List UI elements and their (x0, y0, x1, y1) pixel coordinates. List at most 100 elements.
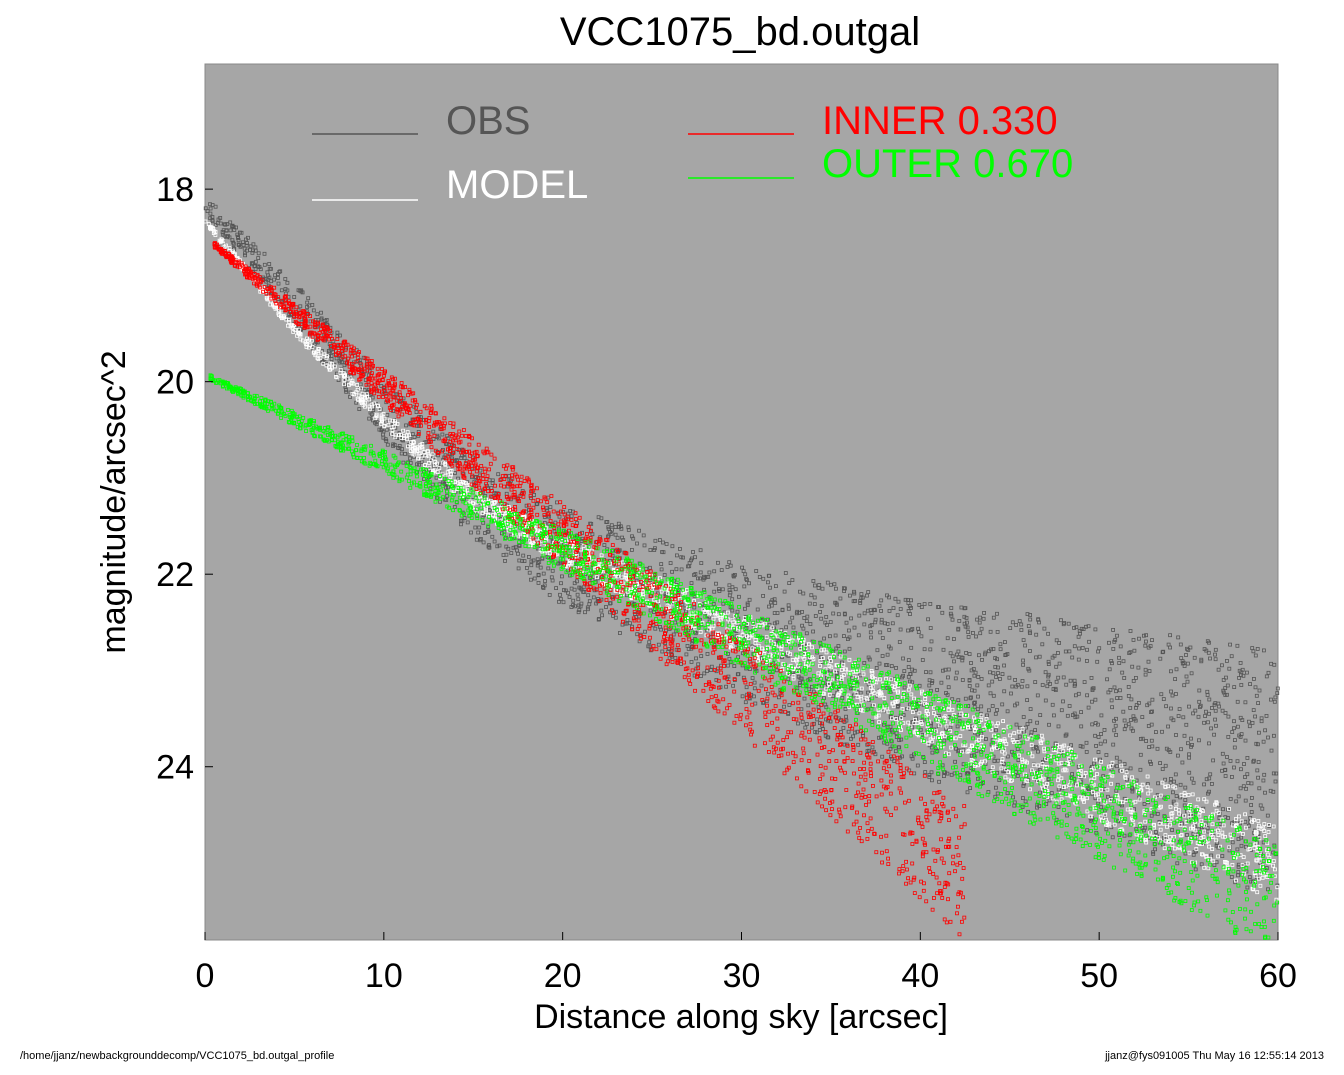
obs-point (602, 543, 607, 547)
obs-point (828, 634, 832, 639)
obs-point (1168, 780, 1173, 785)
obs-point (948, 725, 953, 730)
obs-point (893, 596, 898, 601)
obs-point (766, 580, 770, 585)
obs-point (1115, 764, 1119, 769)
obs-point (1251, 649, 1256, 654)
obs-point (664, 542, 669, 546)
obs-point (606, 525, 611, 530)
obs-point (903, 597, 908, 602)
obs-point (1007, 675, 1012, 680)
obs-point (1275, 691, 1280, 695)
obs-point (478, 468, 483, 473)
obs-point (283, 287, 288, 292)
obs-point (617, 556, 622, 561)
obs-point (811, 629, 815, 634)
obs-point (1191, 711, 1195, 716)
obs-point (1236, 870, 1241, 874)
obs-point (922, 602, 927, 606)
obs-point (1230, 775, 1234, 779)
obs-point (648, 565, 652, 570)
obs-point (743, 700, 748, 705)
obs-point (782, 589, 787, 594)
obs-point (1005, 791, 1010, 796)
obs-point (1015, 701, 1020, 706)
obs-point (509, 551, 514, 555)
obs-point (1205, 639, 1210, 644)
obs-point (982, 611, 986, 615)
obs-point (1026, 666, 1031, 671)
obs-point (1187, 770, 1192, 775)
obs-point (815, 717, 820, 722)
obs-point (231, 240, 236, 245)
obs-point (1038, 790, 1042, 795)
obs-point (344, 389, 349, 394)
obs-point (880, 636, 885, 640)
obs-point (1035, 693, 1040, 698)
obs-point (385, 442, 390, 447)
obs-point (1080, 646, 1085, 650)
obs-point (444, 485, 449, 490)
obs-point (1264, 714, 1269, 718)
obs-point (813, 583, 817, 588)
obs-point (1021, 658, 1025, 663)
obs-point (1171, 801, 1176, 806)
obs-point (1026, 624, 1031, 628)
obs-point (487, 543, 491, 547)
obs-point (1245, 885, 1250, 890)
obs-point (1159, 692, 1164, 697)
obs-point (879, 598, 884, 603)
obs-point (1084, 740, 1089, 745)
obs-point (1073, 715, 1078, 720)
obs-point (1191, 780, 1196, 785)
obs-point (531, 558, 536, 563)
obs-point (1193, 867, 1198, 872)
obs-point (1019, 684, 1024, 689)
obs-point (258, 267, 263, 272)
obs-point (699, 654, 704, 658)
obs-point (643, 629, 647, 634)
obs-point (1272, 733, 1276, 738)
obs-point (693, 572, 698, 576)
obs-point (641, 533, 646, 538)
obs-point (1089, 676, 1094, 680)
obs-point (458, 518, 463, 523)
obs-point (1106, 794, 1110, 799)
obs-point (1005, 754, 1010, 759)
obs-point (1051, 687, 1056, 691)
obs-point (1128, 766, 1133, 771)
obs-point (1186, 661, 1190, 666)
obs-point (532, 492, 536, 497)
obs-point (1067, 649, 1072, 654)
obs-point (1093, 733, 1097, 738)
obs-point (895, 704, 900, 709)
obs-point (1109, 698, 1114, 703)
obs-point (529, 496, 533, 501)
obs-point (1002, 762, 1006, 766)
obs-point (844, 620, 849, 625)
obs-point (1019, 628, 1024, 632)
obs-point (1142, 802, 1147, 806)
obs-point (546, 566, 551, 571)
obs-point (1110, 705, 1114, 710)
obs-point (774, 584, 778, 588)
obs-point (276, 281, 281, 286)
obs-point (847, 635, 852, 640)
obs-point (869, 635, 873, 640)
obs-point (896, 704, 900, 708)
obs-point (772, 597, 777, 602)
obs-point (618, 631, 622, 635)
obs-point (1053, 688, 1058, 692)
obs-point (1184, 653, 1188, 657)
obs-point (683, 628, 688, 633)
obs-point (1234, 799, 1239, 804)
obs-point (953, 759, 957, 764)
obs-point (242, 251, 247, 256)
obs-point (890, 744, 895, 749)
obs-point (843, 612, 847, 617)
obs-point (1075, 714, 1080, 719)
obs-point (1255, 768, 1260, 773)
obs-point (1150, 638, 1154, 642)
obs-point (1212, 863, 1217, 867)
obs-point (906, 665, 911, 669)
